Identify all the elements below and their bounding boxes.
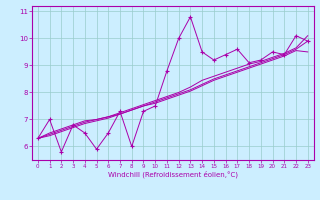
X-axis label: Windchill (Refroidissement éolien,°C): Windchill (Refroidissement éolien,°C) — [108, 171, 238, 178]
